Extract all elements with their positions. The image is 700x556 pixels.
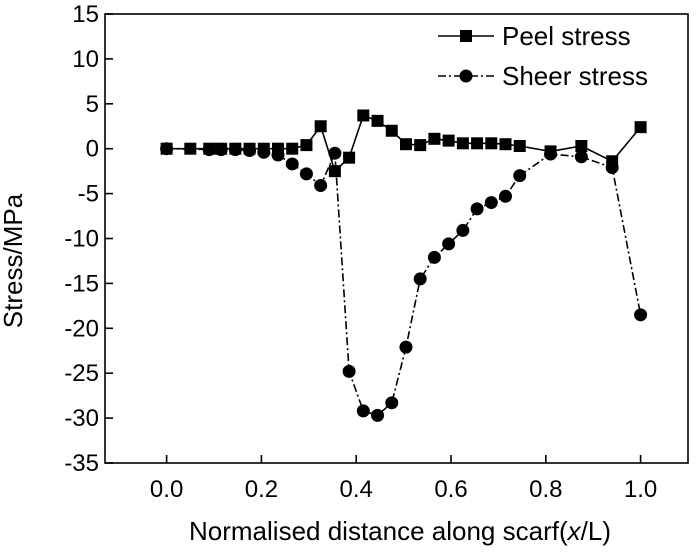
y-tick-label: 15 (72, 1, 99, 28)
data-point (442, 237, 456, 251)
data-point (371, 114, 384, 127)
data-point (343, 151, 356, 164)
data-point (605, 161, 619, 175)
data-point (513, 140, 526, 153)
legend-peel-label: Peel stress (502, 21, 631, 51)
series-sheer-stress (160, 142, 648, 422)
data-point (328, 146, 342, 160)
data-point (385, 124, 398, 137)
data-point (314, 179, 328, 193)
series-peel-stress (160, 109, 647, 178)
data-point (575, 140, 588, 153)
data-point (299, 167, 313, 181)
x-tick-label: 0.8 (529, 476, 562, 503)
data-point (357, 109, 370, 122)
data-point (499, 138, 512, 151)
legend-peel-marker (460, 30, 472, 42)
data-point (257, 145, 271, 159)
data-point (160, 142, 174, 156)
data-point (342, 364, 356, 378)
data-point (228, 143, 242, 157)
axis-ticks: 15 10 5 0 -5 -10 -15 -20 -25 -30 -35 0.0 0.2 0.4 0.6 0.… (64, 1, 657, 503)
legend: Peel stress Sheer stress (438, 21, 648, 91)
data-point (484, 196, 498, 210)
legend-sheer-label: Sheer stress (502, 61, 648, 91)
data-point (442, 134, 455, 147)
x-tick-label: 0.2 (245, 476, 278, 503)
data-point (485, 137, 498, 150)
data-point (286, 142, 299, 155)
data-point (328, 165, 341, 178)
data-point (428, 132, 441, 145)
data-point (427, 250, 441, 264)
y-tick-label: 0 (86, 136, 99, 163)
data-point (271, 148, 285, 162)
data-point (513, 169, 527, 183)
data-point (471, 137, 484, 150)
data-point (356, 404, 370, 418)
data-point (385, 396, 399, 410)
x-axis-label: Normalised distance along scarf(x/L) (189, 516, 611, 546)
data-point (300, 139, 313, 152)
y-tick-label: -5 (78, 181, 99, 208)
legend-sheer-marker (459, 69, 473, 83)
data-point (470, 202, 484, 216)
y-tick-label: -20 (64, 315, 99, 342)
series-layer (160, 109, 648, 422)
series-line (166, 147, 642, 417)
data-point (574, 150, 588, 164)
data-point (399, 138, 412, 151)
data-point (456, 137, 469, 150)
y-tick-label: 5 (86, 91, 99, 118)
data-point (634, 308, 648, 322)
x-tick-label: 0.4 (340, 476, 373, 503)
data-point (371, 408, 385, 422)
x-axis-label-var: x (566, 516, 582, 546)
data-point (413, 272, 427, 286)
x-tick-label: 0.0 (150, 476, 183, 503)
x-tick-label: 0.6 (434, 476, 467, 503)
x-axis-label-unit: /L) (581, 516, 611, 546)
data-point (544, 147, 558, 161)
data-point (202, 143, 216, 157)
y-tick-label: -15 (64, 270, 99, 297)
y-tick-label: -35 (64, 450, 99, 477)
data-point (285, 157, 299, 171)
y-tick-label: -30 (64, 405, 99, 432)
data-point (243, 143, 257, 157)
y-tick-label: -10 (64, 226, 99, 253)
y-tick-label: 10 (72, 46, 99, 73)
x-axis-label-paren-open: ( (559, 516, 568, 546)
x-tick-label: 1.0 (624, 476, 657, 503)
data-point (414, 139, 427, 152)
data-point (456, 223, 470, 237)
data-point (214, 143, 228, 157)
data-point (499, 189, 513, 203)
y-tick-label: -25 (64, 360, 99, 387)
y-axis-label: Stress/MPa (0, 193, 28, 328)
data-point (634, 121, 647, 134)
x-axis-label-main: Normalised distance along scarf (189, 516, 560, 546)
data-point (314, 120, 327, 133)
data-point (399, 340, 413, 354)
